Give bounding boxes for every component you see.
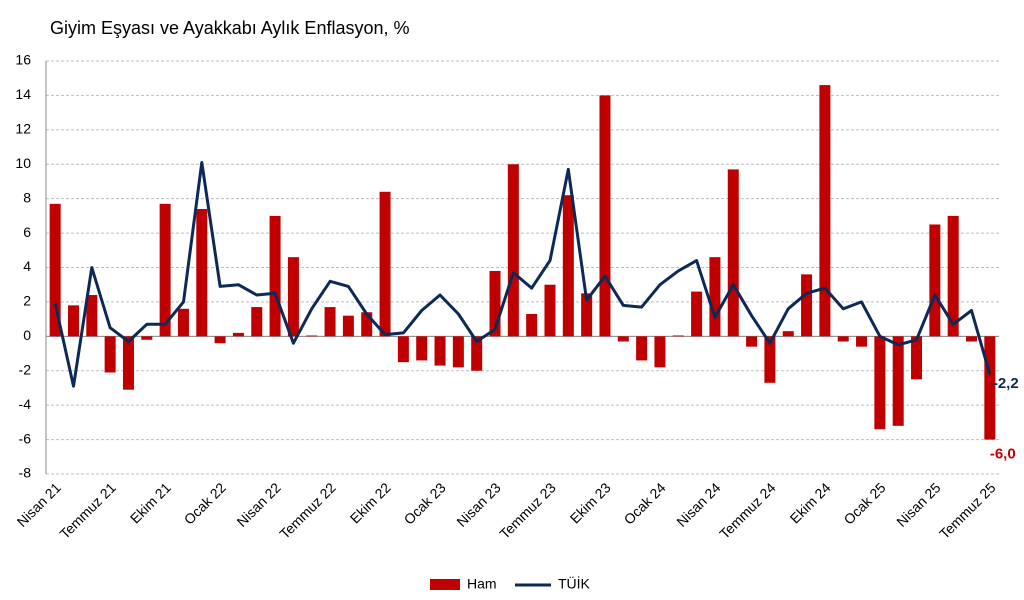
legend-label: TÜİK [558,575,591,592]
bar [141,336,153,340]
bar [727,169,739,337]
bar [929,224,941,337]
bar [324,307,336,337]
x-tick-label: Temmuz 25 [936,479,999,542]
x-tick-label: Nisan 21 [14,479,65,530]
y-tick-label: -8 [19,465,32,481]
bar [654,336,666,368]
bar [947,215,959,337]
bar [874,336,886,430]
bar [177,308,189,337]
bar [672,335,684,337]
y-tick-label: 2 [23,293,31,309]
legend-label: Ham [467,576,497,592]
y-tick-label: 0 [23,327,31,343]
bar [984,336,996,440]
y-tick-label: 6 [23,224,31,240]
x-tick-label: Nisan 24 [673,479,724,530]
bar [342,315,354,337]
x-tick-label: Ekim 21 [127,479,174,526]
y-tick-label: 14 [15,86,31,102]
bar [544,284,556,337]
legend-swatch [430,579,460,590]
bar [856,336,868,347]
bar [911,336,923,380]
y-tick-label: 8 [23,189,31,205]
bar [232,332,244,337]
x-tick-label: Ekim 22 [347,479,394,526]
bar [49,203,61,337]
data-label: -6,0 [990,446,1016,463]
bar [837,336,849,342]
bar [452,336,464,368]
bar [691,291,703,337]
bar [416,336,428,361]
bar [562,195,574,337]
bar [892,336,904,426]
x-tick-label: Ekim 23 [567,479,614,526]
bar [196,208,208,337]
chart-title: Giyim Eşyası ve Ayakkabı Aylık Enflasyon… [50,18,410,38]
bar [746,336,758,347]
x-tick-label: Temmuz 24 [716,479,779,542]
x-tick-label: Temmuz 23 [496,479,559,542]
bar [379,191,391,337]
bar [471,336,483,371]
bar [507,164,519,337]
bar [361,312,373,337]
bar [526,313,538,337]
x-tick-label: Temmuz 22 [276,479,339,542]
bar [966,336,978,342]
bar [251,307,263,337]
y-tick-label: -6 [19,430,32,446]
bar [599,95,611,337]
x-tick-label: Ocak 24 [621,479,669,527]
y-tick-label: 10 [15,155,31,171]
bar [819,85,831,337]
bar [764,336,776,383]
x-tick-label: Ekim 24 [787,479,834,526]
x-tick-label: Nisan 23 [453,479,504,530]
x-tick-label: Nisan 25 [893,479,944,530]
y-tick-label: 4 [23,258,31,274]
line [53,161,992,388]
x-tick-label: Ocak 23 [401,479,449,527]
bar [269,215,281,337]
bar [159,203,171,337]
bar [397,336,409,363]
y-tick-label: 12 [15,121,31,137]
y-tick-label: -2 [19,361,32,377]
y-tick-label: 16 [15,52,31,68]
bar [122,336,134,390]
bar [617,336,629,342]
bar [104,336,116,373]
x-tick-label: Temmuz 21 [56,479,119,542]
bar [636,336,648,361]
bar [709,257,721,337]
bar [86,295,98,337]
data-label: -2,2 [993,375,1019,392]
x-tick-label: Ocak 25 [840,479,888,527]
bar [67,305,79,337]
bar [287,257,299,337]
y-tick-label: -4 [19,396,32,412]
bar [306,335,318,337]
bar [489,270,501,337]
x-tick-label: Nisan 22 [233,479,284,530]
bar [434,336,446,366]
bar [581,293,593,337]
bar [801,274,813,337]
bar [782,331,794,337]
bar [214,336,226,344]
x-tick-label: Ocak 22 [181,479,229,527]
